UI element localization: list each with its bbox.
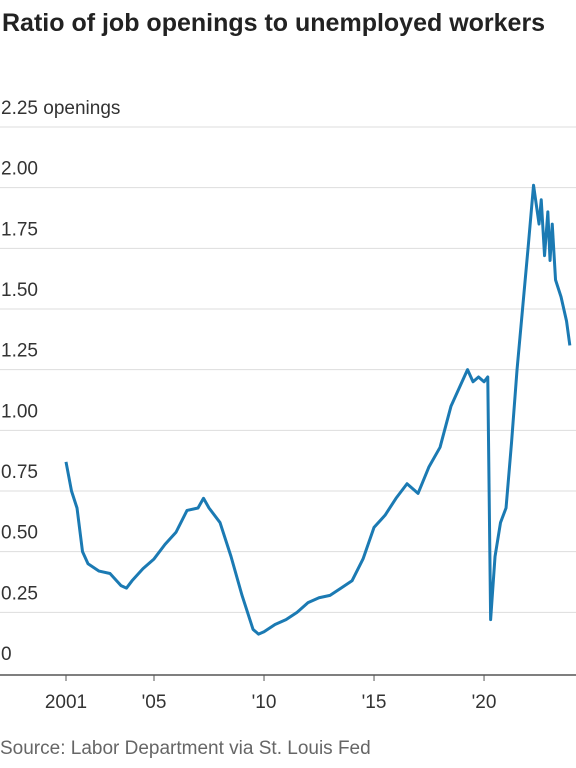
y-tick-label: 0 [1,644,12,665]
chart-title: Ratio of job openings to unemployed work… [2,9,546,37]
x-tick-label: '10 [252,692,277,713]
y-tick-label: 1.25 [1,341,38,362]
source-note: Source: Labor Department via St. Louis F… [0,738,371,759]
y-tick-label: 2.00 [1,159,38,180]
y-tick-label: 0.50 [1,523,38,544]
x-tick-label: '05 [142,692,167,713]
y-tick-label: 1.75 [1,219,38,240]
x-tick-label: '20 [472,692,497,713]
x-tick-label: 2001 [45,692,87,713]
y-tick-label: 1.00 [1,401,38,422]
y-tick-label: 0.75 [1,462,38,483]
data-line [64,183,572,636]
y-tick-label: 1.50 [1,280,38,301]
y-tick-label: 2.25 openings [1,98,120,119]
y-tick-label: 0.25 [1,583,38,604]
x-tick-label: '15 [362,692,387,713]
